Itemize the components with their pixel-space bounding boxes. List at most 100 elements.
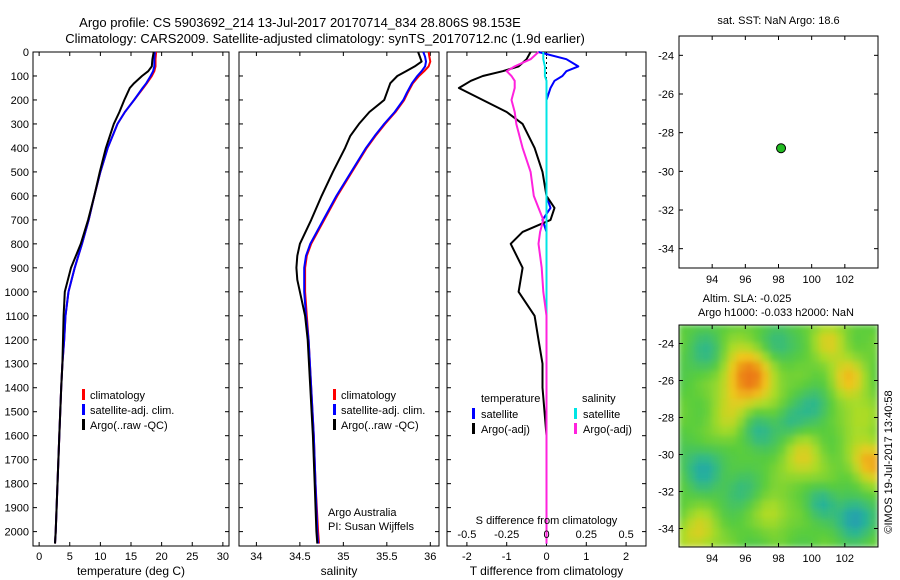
sla-heatmap-cell: [819, 398, 829, 409]
sla-heatmap-cell: [794, 407, 804, 418]
x-tick-label: 34.5: [289, 551, 310, 563]
sla-heatmap-cell: [753, 481, 763, 492]
legend-swatch: [82, 419, 85, 430]
sla-heatmap-cell: [703, 481, 713, 492]
legend-label: satellite-adj. clim.: [341, 405, 425, 417]
sla-heatmap-cell: [819, 491, 829, 502]
sla-heatmap-cell: [744, 518, 755, 529]
sla-heatmap-cell: [744, 537, 755, 547]
sla-heatmap-cell: [769, 398, 779, 409]
sla-heatmap-cell: [802, 389, 813, 400]
sla-heatmap-cell: [728, 509, 738, 520]
sla-heatmap-cell: [802, 435, 813, 446]
sla-heatmap-cell: [836, 389, 846, 400]
sla-heatmap-cell: [794, 528, 804, 539]
x-tick-label: 36: [424, 551, 436, 563]
sla-heatmap-cell: [794, 444, 804, 455]
sla-heatmap-cell: [753, 528, 763, 539]
sla-heatmap-cell: [703, 518, 713, 529]
sla-heatmap-cell: [728, 398, 738, 409]
legend-swatch: [82, 404, 85, 415]
sla-heatmap-cell: [811, 407, 821, 418]
sla-heatmap-cell: [852, 509, 862, 520]
sla-heatmap-cell: [753, 370, 763, 381]
sla-heatmap-cell: [695, 500, 705, 511]
sla-heatmap-cell: [794, 463, 804, 474]
lat-tick-label: -24: [658, 50, 674, 62]
sla-heatmap-cell: [686, 435, 697, 446]
sla-heatmap-cell: [703, 380, 713, 391]
x-tick-label: 1: [583, 551, 589, 563]
legend-label: satellite-adj. clim.: [90, 405, 174, 417]
top-x-axis-label: S difference from climatology: [476, 515, 618, 527]
sla-heatmap-cell: [736, 537, 746, 547]
sla-heatmap-cell: [679, 407, 688, 418]
sla-heatmap-cell: [827, 417, 838, 428]
sla-heatmap-cell: [769, 444, 779, 455]
sla-heatmap-cell: [695, 472, 705, 483]
legend-swatch: [82, 389, 85, 400]
sla-heatmap-cell: [836, 361, 846, 372]
sla-heatmap-cell: [860, 537, 871, 547]
sla-heatmap-cell: [869, 500, 878, 511]
sla-heatmap-cell: [844, 380, 854, 391]
x-axis-label: T difference from climatology: [470, 564, 624, 578]
sla-heatmap-cell: [695, 454, 705, 465]
sla-heatmap-cell: [769, 370, 779, 381]
sla-heatmap-cell: [819, 407, 829, 418]
sla-heatmap-cell: [794, 454, 804, 465]
sla-heatmap-cell: [794, 518, 804, 529]
sla-heatmap-cell: [769, 509, 779, 520]
sla-heatmap-cell: [778, 343, 788, 354]
lon-tick-label: 94: [706, 274, 718, 286]
sla-heatmap-cell: [736, 361, 746, 372]
sla-heatmap-cell: [728, 500, 738, 511]
sla-heatmap-cell: [695, 380, 705, 391]
sla-heatmap-cell: [860, 343, 871, 354]
lat-tick-label: -30: [658, 166, 674, 178]
sla-heatmap-cell: [761, 444, 771, 455]
legend-header-temperature: temperature: [481, 393, 540, 405]
sla-heatmap-cell: [860, 380, 871, 391]
temperature-panel: 0100200300400500600700800900100011001200…: [5, 47, 230, 578]
sla-heatmap-cell: [786, 352, 796, 363]
sla-heatmap-cell: [695, 537, 705, 547]
sla-heatmap-cell: [869, 454, 878, 465]
sla-heatmap-cell: [679, 481, 688, 492]
sla-heatmap-cell: [711, 380, 721, 391]
sla-heatmap-cell: [761, 472, 771, 483]
sla-heatmap-cell: [860, 435, 871, 446]
sla-heatmap-cell: [703, 491, 713, 502]
top-x-tick-label: 0.25: [576, 529, 597, 541]
sla-heatmap-cell: [695, 435, 705, 446]
difference-panel: -2 -1 0 1 2T difference from climatology temp…: [446, 51, 647, 578]
sla-heatmap-cell: [736, 463, 746, 474]
sla-heatmap-cell: [719, 343, 730, 354]
sla-heatmap-cell: [827, 528, 838, 539]
sla-heatmap-cell: [778, 463, 788, 474]
sla-heatmap-cell: [819, 352, 829, 363]
sla-heatmap-cell: [703, 537, 713, 547]
sla-map-title-line2: Argo h1000: -0.033 h2000: NaN: [698, 307, 854, 319]
sla-heatmap-cell: [679, 537, 688, 547]
sla-heatmap-cell: [794, 333, 804, 344]
sla-heatmap-cell: [786, 361, 796, 372]
sla-heatmap-cell: [778, 454, 788, 465]
sla-heatmap-cell: [802, 491, 813, 502]
sla-heatmap-cell: [695, 389, 705, 400]
sla-heatmap-cell: [744, 333, 755, 344]
lat-tick-label: -26: [658, 89, 674, 101]
sla-heatmap-cell: [827, 352, 838, 363]
sla-heatmap-cell: [852, 491, 862, 502]
sla-heatmap-cell: [728, 389, 738, 400]
sla-heatmap-cell: [744, 463, 755, 474]
sla-heatmap-cell: [786, 426, 796, 437]
sla-heatmap-cell: [744, 444, 755, 455]
x-tick-label: 35: [337, 551, 349, 563]
depth-tick-label: 1800: [5, 479, 29, 491]
sla-heatmap-cell: [786, 380, 796, 391]
x-axis-label: salinity: [321, 564, 358, 578]
sla-heatmap-cell: [819, 325, 829, 335]
sla-heatmap-cell: [819, 380, 829, 391]
sla-heatmap-cell: [736, 370, 746, 381]
